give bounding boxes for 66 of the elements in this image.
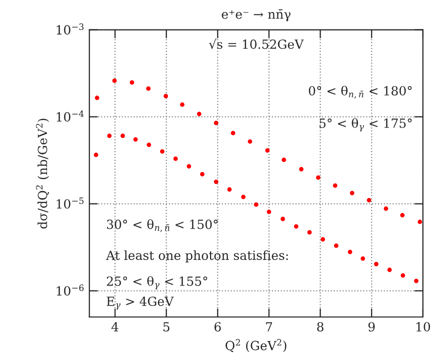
point bbox=[282, 158, 286, 162]
x-tick-label: 9 bbox=[368, 322, 375, 332]
x-tick-label: 8 bbox=[317, 322, 324, 332]
annotation: At least one photon satisfies: bbox=[106, 250, 288, 262]
point bbox=[186, 164, 192, 168]
annotation: 0° < θ$_{n,n̄}$ < 180° bbox=[308, 86, 412, 98]
point bbox=[316, 175, 320, 180]
point bbox=[374, 262, 378, 266]
point bbox=[180, 102, 184, 107]
y-tick-label: 10$^{−4}$ bbox=[56, 110, 84, 122]
point bbox=[248, 139, 252, 144]
point bbox=[241, 194, 246, 200]
y-tick-label: 10$^{−5}$ bbox=[56, 198, 84, 209]
point bbox=[227, 187, 232, 192]
x-tick-label: 5 bbox=[163, 322, 170, 332]
point bbox=[130, 80, 134, 85]
x-tick-label: 10 bbox=[416, 322, 430, 332]
point bbox=[196, 112, 202, 116]
point bbox=[112, 78, 117, 83]
point bbox=[414, 278, 418, 284]
point bbox=[160, 149, 164, 154]
point bbox=[266, 210, 272, 214]
chart-title: e⁺e⁻ → nn̄γ bbox=[222, 9, 291, 22]
y-axis-title: dσ/dQ$^{2}$ (nb/GeV$^{2}$) bbox=[36, 118, 50, 229]
x-tick-label: 6 bbox=[214, 322, 221, 332]
point bbox=[332, 183, 338, 188]
point bbox=[230, 130, 236, 136]
point bbox=[366, 198, 372, 202]
point bbox=[400, 273, 406, 278]
point bbox=[360, 256, 366, 261]
point bbox=[120, 134, 125, 138]
y-tick-label: 10$^{−3}$ bbox=[56, 23, 84, 35]
point bbox=[348, 250, 352, 254]
point bbox=[384, 206, 388, 211]
point bbox=[94, 152, 98, 158]
point bbox=[265, 148, 270, 153]
point bbox=[334, 244, 338, 248]
point bbox=[107, 134, 112, 138]
point bbox=[94, 96, 100, 100]
point bbox=[146, 142, 152, 147]
y-tick-label: 10$^{−6}$ bbox=[56, 284, 84, 296]
point bbox=[254, 202, 258, 207]
point bbox=[146, 86, 151, 91]
annotation: 25° < θ$_{γ}$ < 155° bbox=[106, 276, 208, 290]
point bbox=[320, 237, 326, 242]
x-tick-label: 7 bbox=[266, 322, 272, 332]
point bbox=[173, 156, 178, 161]
point bbox=[164, 94, 168, 98]
x-axis-title: Q$^{2}$ (GeV$^{2}$) bbox=[226, 339, 286, 352]
annotation: 30° < θ$_{n,n̄}$ < 150° bbox=[107, 219, 218, 232]
point bbox=[133, 137, 138, 142]
point bbox=[307, 230, 312, 235]
point bbox=[294, 224, 298, 229]
point bbox=[299, 166, 304, 172]
point bbox=[400, 212, 405, 218]
annotation: 5° < θ$_{γ}$ < 175° bbox=[320, 118, 412, 132]
point bbox=[200, 172, 204, 176]
point bbox=[214, 120, 218, 126]
annotation: √s = 10.52GeV bbox=[209, 38, 304, 49]
point bbox=[214, 180, 218, 184]
point bbox=[418, 220, 422, 224]
point bbox=[280, 216, 286, 222]
x-tick-label: 4 bbox=[111, 322, 118, 332]
point bbox=[387, 268, 392, 272]
annotation: E$_{γ}$ > 4GeV bbox=[106, 296, 174, 310]
point bbox=[350, 190, 354, 196]
